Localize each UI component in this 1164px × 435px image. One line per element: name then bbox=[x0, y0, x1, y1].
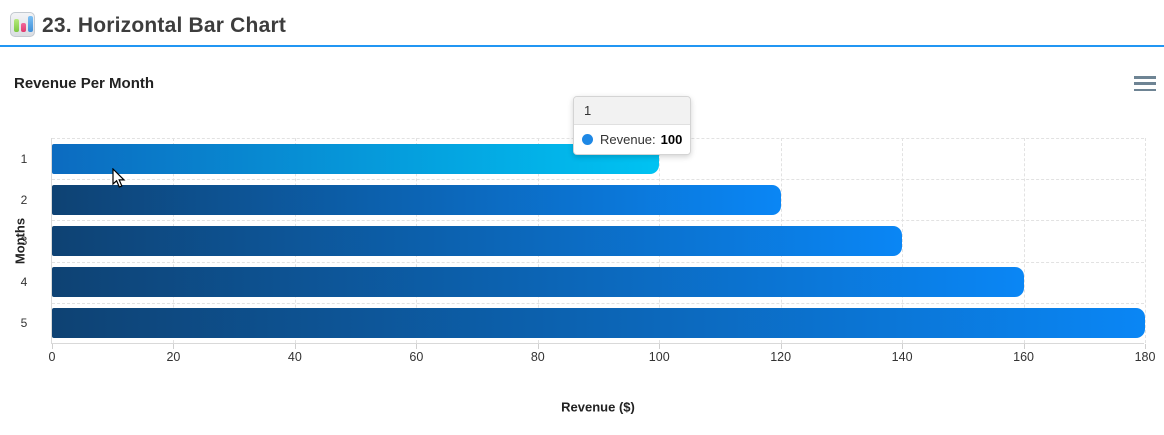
tooltip: 1 Revenue: 100 bbox=[573, 96, 691, 155]
x-tick-mark bbox=[780, 344, 782, 349]
x-tick-label: 60 bbox=[409, 350, 424, 364]
x-tick-label: 120 bbox=[770, 350, 792, 364]
bar-month-2[interactable] bbox=[52, 184, 781, 215]
y-axis-label: Months bbox=[12, 217, 28, 265]
x-tick-mark bbox=[1023, 344, 1025, 349]
mouse-cursor-icon bbox=[112, 168, 126, 188]
bar-chart-icon bbox=[10, 12, 35, 37]
y-tick-label: 3 bbox=[20, 234, 28, 248]
y-gridline bbox=[52, 261, 1144, 263]
x-axis-label: Revenue ($) bbox=[561, 399, 635, 415]
x-tick-label: 80 bbox=[530, 350, 545, 364]
x-tick-mark bbox=[537, 344, 539, 349]
tooltip-series-label: Revenue: bbox=[600, 132, 656, 147]
bar-month-5[interactable] bbox=[52, 308, 1145, 339]
x-tick-mark bbox=[659, 344, 661, 349]
y-gridline bbox=[52, 302, 1144, 304]
x-tick-label: 40 bbox=[287, 350, 302, 364]
tooltip-value: 100 bbox=[660, 132, 683, 147]
x-tick-label: 140 bbox=[891, 350, 913, 364]
hamburger-menu-icon[interactable] bbox=[1134, 76, 1156, 91]
x-gridline bbox=[902, 138, 904, 343]
bar-month-3[interactable] bbox=[52, 226, 903, 256]
x-tick-mark bbox=[902, 344, 904, 349]
x-tick-mark bbox=[173, 344, 175, 349]
x-tick-label: 0 bbox=[48, 350, 56, 364]
x-tick-label: 180 bbox=[1134, 350, 1156, 364]
x-tick-mark bbox=[1145, 344, 1146, 349]
page-header: 23. Horizontal Bar Chart bbox=[0, 0, 1164, 47]
tooltip-body: Revenue: 100 bbox=[574, 125, 690, 154]
x-tick-label: 160 bbox=[1013, 350, 1034, 364]
x-tick-label: 20 bbox=[166, 350, 181, 364]
y-gridline bbox=[52, 179, 1144, 181]
x-tick-label: 100 bbox=[648, 350, 670, 364]
plot-area: 0 20 40 60 80 100 120 140 160 180 1 2 3 4 5 bbox=[21, 138, 1155, 364]
chart-title: Revenue Per Month bbox=[14, 75, 155, 92]
bar-month-1[interactable] bbox=[52, 143, 660, 174]
page-title: 23. Horizontal Bar Chart bbox=[42, 14, 287, 37]
x-tick-mark bbox=[416, 344, 418, 349]
x-gridline bbox=[1145, 138, 1146, 343]
y-tick-label: 5 bbox=[20, 316, 28, 331]
tooltip-category: 1 bbox=[574, 97, 690, 125]
y-tick-label: 4 bbox=[20, 275, 28, 290]
y-gridline bbox=[52, 220, 1144, 222]
y-tick-label: 2 bbox=[20, 192, 28, 207]
x-gridline bbox=[1023, 138, 1025, 343]
series-marker-dot-icon bbox=[582, 134, 593, 145]
x-tick-mark bbox=[52, 344, 53, 349]
y-tick-label: 1 bbox=[20, 151, 28, 166]
x-tick-mark bbox=[294, 344, 296, 349]
accent-divider bbox=[0, 45, 1164, 47]
bar-month-4[interactable] bbox=[52, 267, 1024, 298]
